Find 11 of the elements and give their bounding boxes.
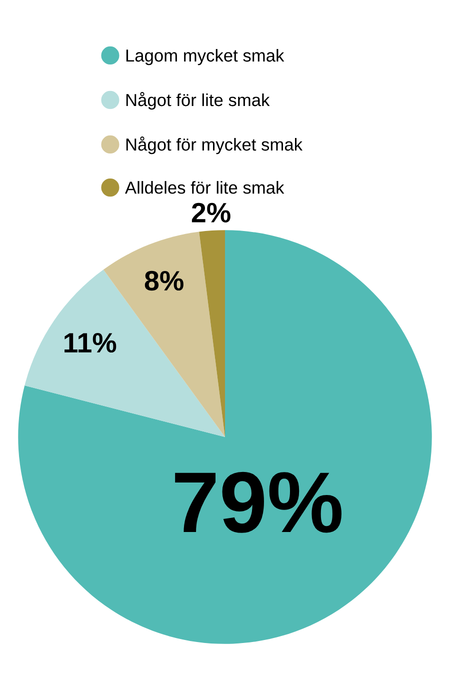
legend-label: Lagom mycket smak (126, 48, 284, 66)
legend-label: Något för mycket smak (126, 136, 303, 154)
data-label: 2% (192, 202, 230, 222)
pie-slice (199, 230, 225, 437)
legend-label: Något för lite smak (126, 92, 270, 110)
data-label: 11% (64, 333, 116, 353)
pie-slice (18, 230, 432, 644)
pie-slice (24, 270, 225, 437)
data-label: 8% (144, 270, 184, 291)
data-label: 79% (175, 472, 342, 533)
legend-label: Alldeles för lite smak (125, 181, 284, 194)
